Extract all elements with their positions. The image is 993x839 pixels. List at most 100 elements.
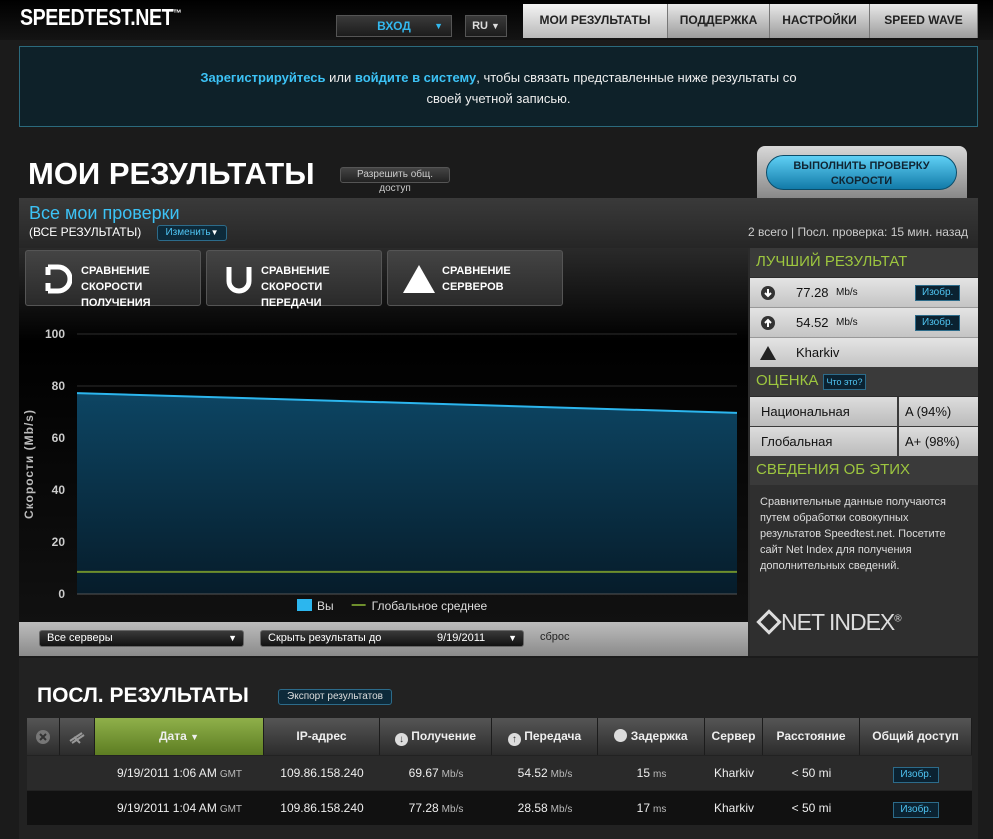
- rating-grade: A+ (98%): [899, 427, 978, 456]
- cell-distance: < 50 mi: [791, 801, 832, 815]
- cell-ip: 109.86.158.240: [280, 766, 364, 780]
- cell: 17 ms: [598, 791, 705, 825]
- cell-date: 9/19/2011 1:06 AM: [116, 766, 217, 780]
- upload-column[interactable]: ↑ Передача: [492, 718, 598, 755]
- upload-icon: [226, 267, 252, 294]
- logo-text: SPEEDTEST.NET: [20, 4, 174, 30]
- best-server-row: Kharkiv: [750, 338, 978, 368]
- nav-tab[interactable]: МОИ РЕЗУЛЬТАТЫ: [523, 4, 668, 38]
- cell: 15 ms: [598, 756, 705, 790]
- download-icon: ↓: [394, 733, 408, 746]
- dropdown-arrow: ▼: [434, 21, 443, 31]
- login-dropdown[interactable]: ВХОД ▼: [336, 15, 452, 37]
- select-label: Все серверы: [47, 632, 113, 644]
- delete-column[interactable]: [27, 718, 60, 755]
- cell: < 50 mi: [763, 791, 860, 825]
- y-tick-label: 80: [52, 379, 66, 393]
- unit: Mb/s: [836, 287, 858, 298]
- compare-upload-tab[interactable]: СРАВНЕНИЕ СКОРОСТИ ПЕРЕДАЧИ: [206, 250, 382, 309]
- distance-column[interactable]: Расстояние: [763, 718, 860, 755]
- image-button[interactable]: Изобр.: [915, 285, 961, 301]
- legend-label: Глобальное среднее: [372, 599, 488, 613]
- about-text: Сравнительные данные получаются путем об…: [750, 485, 978, 656]
- date-select[interactable]: Скрыть результаты до 9/19/2011 ▼: [260, 630, 524, 647]
- best-upload: 54.52: [796, 315, 829, 330]
- cell-distance: < 50 mi: [791, 766, 832, 780]
- unit: Mb/s: [550, 769, 573, 780]
- cell-upload: 54.52: [517, 766, 548, 780]
- date-column[interactable]: Дата ▼: [95, 718, 264, 755]
- cell-date: 9/19/2011 1:04 AM: [116, 801, 217, 815]
- cell: 9/19/2011 1:04 AM GMT: [95, 791, 264, 825]
- tab-label: СРАВНЕНИЕ СКОРОСТИ ПЕРЕДАЧИ: [261, 265, 330, 309]
- upload-icon: ↑: [507, 733, 521, 746]
- net-index-logo[interactable]: NET INDEX®: [756, 609, 902, 636]
- rating-row: Национальная A (94%): [750, 397, 978, 427]
- image-button[interactable]: Изобр.: [893, 767, 939, 783]
- banner-text: или: [329, 70, 352, 85]
- image-button[interactable]: Изобр.: [915, 315, 961, 331]
- cell: 109.86.158.240: [264, 756, 380, 790]
- recent-heading: ПОСЛ. РЕЗУЛЬТАТЫ: [37, 684, 249, 707]
- image-button[interactable]: Изобр.: [893, 802, 939, 818]
- login-link[interactable]: войдите в систему: [354, 70, 477, 85]
- run-test-button[interactable]: ВЫПОЛНИТЬ ПРОВЕРКУ СКОРОСТИ: [766, 155, 957, 190]
- share-column[interactable]: Общий доступ: [860, 718, 972, 755]
- signup-banner: Зарегистрируйтесь или войдите в систему,…: [19, 46, 978, 127]
- cell: Изобр.: [860, 791, 972, 825]
- server-icon: [760, 346, 776, 360]
- cell: 109.86.158.240: [264, 791, 380, 825]
- select-label: Скрыть результаты до: [268, 632, 382, 644]
- rating-grade: A (94%): [899, 397, 978, 426]
- cell: Изобр.: [860, 756, 972, 790]
- result-row: [27, 791, 972, 825]
- ping-column[interactable]: Задержка: [598, 718, 705, 755]
- dropdown-arrow: ▼: [210, 228, 219, 237]
- logo[interactable]: SPEEDTEST.NET™: [20, 4, 182, 31]
- dropdown-arrow: ▼: [228, 633, 237, 643]
- cell: 9/19/2011 1:06 AM GMT: [95, 756, 264, 790]
- what-is-this[interactable]: Что это?: [822, 374, 867, 390]
- cell-upload: 28.58: [517, 801, 548, 815]
- register-link[interactable]: Зарегистрируйтесь: [200, 70, 326, 85]
- cell-ping: 17: [636, 801, 650, 815]
- y-tick-label: 60: [52, 431, 66, 445]
- panel-summary: 2 всего | Посл. проверка: 15 мин. назад: [747, 225, 968, 239]
- unit: ms: [653, 804, 667, 815]
- export-button[interactable]: Экспорт результатов: [278, 689, 392, 705]
- compare-column[interactable]: [60, 718, 95, 755]
- y-tick-label: 0: [58, 587, 65, 601]
- cell: 69.67 Mb/s: [380, 756, 492, 790]
- logo-mark: ™: [173, 8, 182, 20]
- upload-icon: [761, 316, 775, 330]
- nav-tab[interactable]: ПОДДЕРЖКА: [668, 4, 770, 38]
- server-select[interactable]: Все серверы ▼: [39, 630, 244, 647]
- compare-icon: [69, 731, 85, 744]
- ip-column[interactable]: IP-адрес: [264, 718, 380, 755]
- cell-server: Kharkiv: [713, 766, 754, 780]
- cell: 77.28 Mb/s: [380, 791, 492, 825]
- sort-arrow: ▼: [190, 732, 200, 742]
- cell: Kharkiv: [705, 791, 763, 825]
- unit: GMT: [219, 804, 243, 815]
- column-label: Дата: [158, 729, 187, 743]
- cell-ping: 15: [636, 766, 650, 780]
- compare-download-tab[interactable]: СРАВНЕНИЕ СКОРОСТИ ПОЛУЧЕНИЯ: [25, 250, 201, 309]
- best-download-row: 77.28 Mb/s Изобр.: [750, 278, 978, 308]
- unit: Mb/s: [550, 804, 573, 815]
- nav-tab[interactable]: НАСТРОЙКИ: [770, 4, 870, 38]
- server-column[interactable]: Сервер: [705, 718, 763, 755]
- nav-tab[interactable]: SPEED WAVE: [870, 4, 978, 38]
- series-area: [77, 393, 737, 594]
- tab-label: СРАВНЕНИЕ СКОРОСТИ ПОЛУЧЕНИЯ: [81, 265, 151, 309]
- share-button[interactable]: Разрешить общ. доступ: [340, 167, 450, 194]
- cell-server: Kharkiv: [713, 801, 754, 815]
- result-row: [27, 756, 972, 790]
- column-label: Получение: [411, 729, 477, 743]
- compare-servers-tab[interactable]: СРАВНЕНИЕ СЕРВЕРОВ: [387, 250, 563, 306]
- language-dropdown[interactable]: RU ▼: [465, 15, 507, 37]
- download-column[interactable]: ↓ Получение: [380, 718, 492, 755]
- reset-link[interactable]: сброс: [540, 631, 570, 643]
- column-label: Передача: [524, 729, 582, 743]
- change-button[interactable]: Изменить▼: [157, 225, 227, 241]
